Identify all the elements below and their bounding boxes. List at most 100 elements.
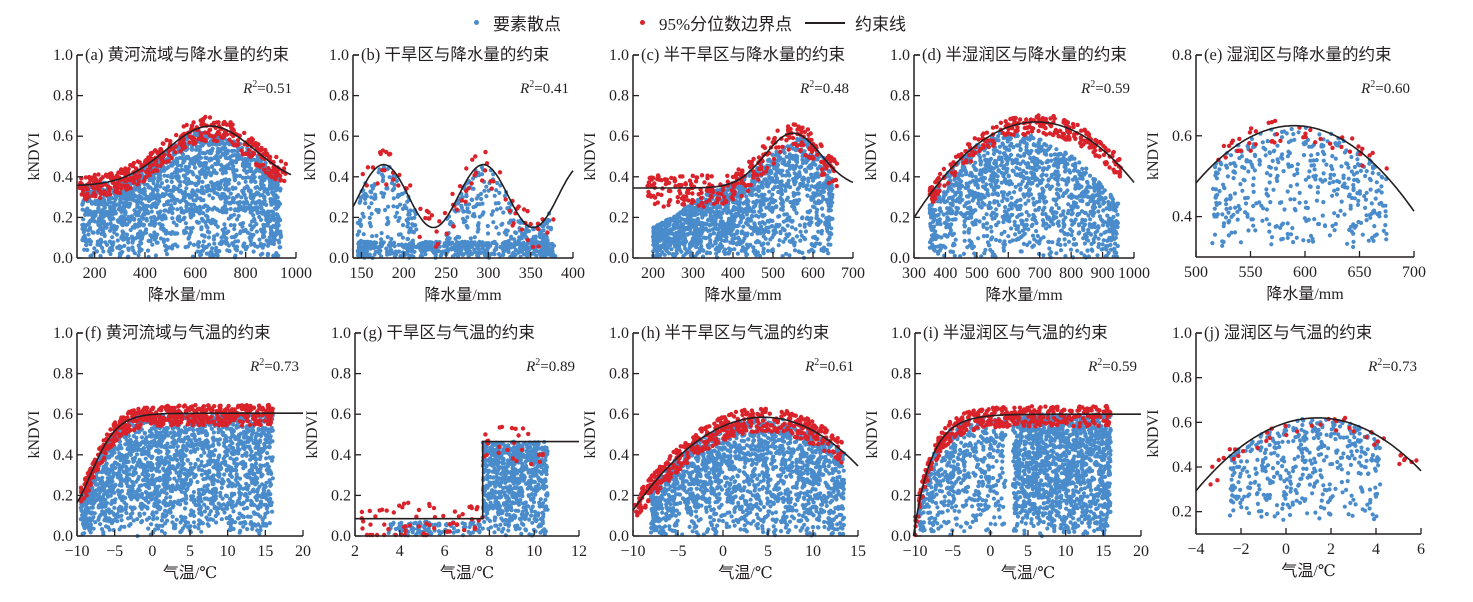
boundary-point	[235, 138, 241, 143]
boundary-point	[681, 202, 687, 207]
scatter-point	[153, 235, 159, 240]
scatter-point	[108, 251, 113, 257]
boundary-point	[364, 183, 369, 188]
scatter-point	[687, 245, 692, 251]
scatter-point	[215, 232, 220, 237]
scatter-point	[174, 223, 179, 228]
scatter-point	[774, 177, 780, 182]
boundary-point	[828, 159, 833, 164]
scatter-point	[206, 142, 211, 147]
scatter-point	[125, 222, 130, 227]
scatter-point	[163, 208, 168, 213]
scatter-point	[759, 224, 764, 229]
boundary-point	[81, 185, 86, 190]
scatter-point	[507, 201, 512, 206]
scatter-point	[376, 210, 381, 215]
scatter-point	[541, 223, 546, 229]
scatter-point	[519, 236, 524, 241]
scatter-point	[527, 247, 532, 252]
scatter-point	[108, 246, 113, 251]
boundary-point	[730, 197, 736, 202]
boundary-point	[207, 127, 213, 132]
scatter-point	[724, 238, 729, 243]
scatter-point	[220, 152, 225, 157]
scatter-point	[120, 232, 126, 237]
scatter-point	[370, 186, 376, 191]
scatter-point	[174, 156, 179, 161]
boundary-point	[168, 139, 173, 144]
scatter-point	[685, 250, 690, 255]
x-tick-label: 200	[83, 265, 107, 282]
scatter-point	[245, 201, 250, 206]
scatter-point	[102, 232, 107, 237]
scatter-point	[189, 180, 194, 185]
scatter-point	[769, 179, 774, 184]
scatter-point	[235, 217, 240, 222]
scatter-point	[658, 222, 663, 227]
scatter-point	[829, 232, 834, 237]
scatter-point	[762, 221, 767, 226]
scatter-point	[168, 188, 173, 193]
scatter-point	[405, 236, 411, 242]
boundary-point	[735, 180, 740, 186]
scatter-point	[199, 161, 204, 166]
scatter-point	[765, 248, 771, 253]
scatter-point	[467, 202, 472, 207]
y-axis-label: kNDVI	[26, 133, 43, 181]
boundary-point	[221, 132, 226, 138]
scatter-point	[274, 206, 279, 211]
scatter-point	[186, 236, 191, 241]
scatter-point	[767, 202, 772, 207]
scatter-point	[246, 186, 251, 191]
scatter-point	[98, 226, 103, 231]
boundary-point	[659, 192, 664, 198]
scatter-point	[777, 238, 782, 243]
scatter-point	[383, 207, 388, 213]
scatter-point	[246, 169, 251, 174]
boundary-point	[690, 191, 695, 196]
boundary-point	[133, 166, 139, 171]
scatter-point	[407, 242, 412, 247]
scatter-point	[83, 208, 89, 213]
boundary-point	[459, 198, 465, 203]
y-tick-label: 0.2	[53, 209, 73, 226]
scatter-point	[783, 236, 788, 241]
scatter-point	[258, 202, 263, 207]
scatter-point	[153, 193, 158, 198]
boundary-point	[701, 204, 706, 209]
boundary-point	[198, 132, 204, 137]
scatter-point	[734, 242, 740, 247]
boundary-point	[92, 172, 98, 178]
scatter-point	[711, 231, 716, 236]
scatter-point	[688, 253, 693, 258]
boundary-point	[166, 152, 172, 158]
scatter-point	[393, 252, 399, 257]
scatter-point	[548, 249, 554, 255]
scatter-point	[700, 211, 705, 216]
scatter-point	[545, 245, 551, 250]
scatter-point	[167, 231, 172, 236]
boundary-point	[173, 150, 178, 155]
boundary-point	[207, 115, 213, 120]
scatter-point	[157, 221, 162, 226]
scatter-point	[134, 213, 139, 218]
boundary-point	[117, 190, 123, 196]
scatter-point	[411, 223, 416, 228]
boundary-point	[655, 192, 661, 197]
scatter-point	[257, 237, 262, 242]
scatter-point	[201, 239, 206, 244]
scatter-point	[241, 243, 246, 248]
scatter-point	[240, 163, 245, 168]
r2-superscript: 2	[252, 79, 257, 90]
scatter-point	[388, 249, 394, 255]
panel-title: (a) 黄河流域与降水量的约束	[85, 45, 289, 64]
scatter-point	[772, 166, 777, 171]
scatter-point	[150, 178, 155, 183]
scatter-point	[811, 235, 816, 240]
scatter-points	[650, 134, 836, 260]
boundary-point	[264, 151, 270, 156]
scatter-point	[236, 156, 241, 161]
scatter-point	[170, 246, 175, 251]
scatter-point	[766, 158, 771, 163]
